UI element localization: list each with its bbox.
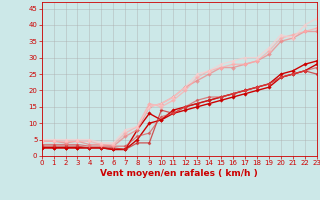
X-axis label: Vent moyen/en rafales ( km/h ): Vent moyen/en rafales ( km/h ) [100,169,258,178]
